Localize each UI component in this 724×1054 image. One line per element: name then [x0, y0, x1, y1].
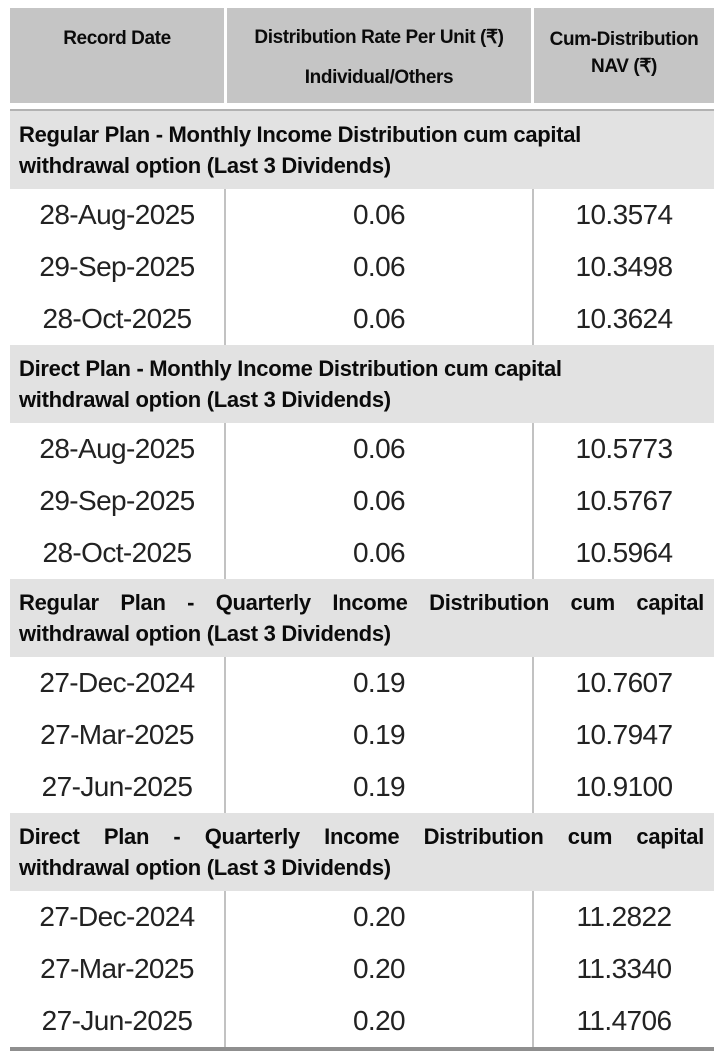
section-title-line2: withdrawal option (Last 3 Dividends): [19, 621, 391, 646]
header-cum-distribution-line1: Cum-Distribution: [549, 29, 699, 50]
table-row: 27-Mar-2025 0.20 11.3340: [10, 943, 714, 995]
cell-record-date: 28-Oct-2025: [42, 537, 192, 568]
cell-cum-distribution-nav: 11.2822: [576, 901, 673, 932]
section-regular-plan-quarterly: Regular Plan - Quarterly Income Distribu…: [10, 579, 714, 813]
cell-record-date: 28-Oct-2025: [42, 303, 192, 334]
cell-record-date: 27-Mar-2025: [40, 953, 194, 984]
table-row: 27-Mar-2025 0.19 10.7947: [10, 709, 714, 761]
section-title-line2: withdrawal option (Last 3 Dividends): [19, 855, 391, 880]
table-row: 27-Dec-2024 0.19 10.7607: [10, 657, 714, 709]
section-regular-plan-monthly: Regular Plan - Monthly Income Distributi…: [10, 109, 714, 345]
cell-record-date: 27-Dec-2024: [39, 901, 195, 932]
cell-cum-distribution-nav: 11.3340: [576, 953, 673, 984]
header-distribution-rate-line2: Individual/Others: [304, 67, 454, 88]
cell-distribution-rate: 0.06: [224, 241, 534, 293]
cell-cum-distribution-nav: 10.3574: [575, 199, 673, 230]
cell-cum-distribution-nav: 10.7607: [575, 667, 673, 698]
cell-distribution-rate: 0.06: [224, 423, 534, 475]
header-cum-distribution-nav: Cum-Distribution NAV (₹): [534, 8, 714, 103]
section-title: Direct Plan - Monthly Income Distributio…: [10, 345, 714, 423]
cell-distribution-rate: 0.19: [224, 761, 534, 813]
header-distribution-rate-line1: Distribution Rate Per Unit (₹): [254, 27, 504, 48]
table-row: 28-Aug-2025 0.06 10.3574: [10, 189, 714, 241]
cell-cum-distribution-nav: 10.5767: [575, 485, 673, 516]
cell-distribution-rate: 0.06: [224, 527, 534, 579]
section-title-line1: Regular Plan - Monthly Income Distributi…: [19, 122, 581, 147]
table-row: 29-Sep-2025 0.06 10.3498: [10, 241, 714, 293]
header-record-date: Record Date: [10, 8, 224, 103]
cell-distribution-rate: 0.06: [224, 293, 534, 345]
table-row: 27-Dec-2024 0.20 11.2822: [10, 891, 714, 943]
header-record-date-label: Record Date: [63, 28, 171, 49]
section-title: Direct Plan - Quarterly Income Distribut…: [10, 813, 714, 891]
section-title-line1: Direct Plan - Quarterly Income Distribut…: [19, 824, 704, 849]
header-distribution-rate: Distribution Rate Per Unit (₹) Individua…: [227, 8, 531, 103]
section-title-line2: withdrawal option (Last 3 Dividends): [19, 153, 391, 178]
cell-record-date: 29-Sep-2025: [39, 485, 195, 516]
cell-distribution-rate: 0.20: [224, 943, 534, 995]
cell-record-date: 28-Aug-2025: [39, 433, 195, 464]
section-rows: 27-Dec-2024 0.20 11.2822 27-Mar-2025 0.2…: [10, 891, 714, 1047]
section-title: Regular Plan - Quarterly Income Distribu…: [10, 579, 714, 657]
section-title-line2: withdrawal option (Last 3 Dividends): [19, 387, 391, 412]
header-cum-distribution-line2: NAV (₹): [591, 56, 657, 77]
cell-cum-distribution-nav: 10.3624: [575, 303, 673, 334]
section-rows: 28-Aug-2025 0.06 10.3574 29-Sep-2025 0.0…: [10, 189, 714, 345]
cell-record-date: 27-Dec-2024: [39, 667, 195, 698]
cell-cum-distribution-nav: 10.5964: [575, 537, 673, 568]
cell-distribution-rate: 0.20: [224, 891, 534, 943]
section-direct-plan-quarterly: Direct Plan - Quarterly Income Distribut…: [10, 813, 714, 1047]
section-direct-plan-monthly: Direct Plan - Monthly Income Distributio…: [10, 345, 714, 579]
cell-record-date: 29-Sep-2025: [39, 251, 195, 282]
table-bottom-rule: [10, 1047, 714, 1051]
table-row: 28-Oct-2025 0.06 10.3624: [10, 293, 714, 345]
section-title-line1: Direct Plan - Monthly Income Distributio…: [19, 356, 562, 381]
table-row: 29-Sep-2025 0.06 10.5767: [10, 475, 714, 527]
cell-distribution-rate: 0.06: [224, 189, 534, 241]
cell-record-date: 27-Jun-2025: [41, 1005, 193, 1036]
table-row: 28-Aug-2025 0.06 10.5773: [10, 423, 714, 475]
section-title: Regular Plan - Monthly Income Distributi…: [10, 109, 714, 189]
cell-cum-distribution-nav: 11.4706: [576, 1005, 673, 1036]
cell-record-date: 28-Aug-2025: [39, 199, 195, 230]
cell-record-date: 27-Mar-2025: [40, 719, 194, 750]
cell-cum-distribution-nav: 10.5773: [575, 433, 673, 464]
cell-distribution-rate: 0.19: [224, 709, 534, 761]
cell-cum-distribution-nav: 10.7947: [575, 719, 673, 750]
cell-cum-distribution-nav: 10.9100: [575, 771, 673, 802]
section-rows: 27-Dec-2024 0.19 10.7607 27-Mar-2025 0.1…: [10, 657, 714, 813]
section-rows: 28-Aug-2025 0.06 10.5773 29-Sep-2025 0.0…: [10, 423, 714, 579]
section-title-line1: Regular Plan - Quarterly Income Distribu…: [19, 590, 704, 615]
cell-record-date: 27-Jun-2025: [41, 771, 193, 802]
table-row: 27-Jun-2025 0.19 10.9100: [10, 761, 714, 813]
table-header-row: Record Date Distribution Rate Per Unit (…: [10, 8, 714, 103]
cell-distribution-rate: 0.06: [224, 475, 534, 527]
cell-distribution-rate: 0.20: [224, 995, 534, 1047]
cell-distribution-rate: 0.19: [224, 657, 534, 709]
table-row: 27-Jun-2025 0.20 11.4706: [10, 995, 714, 1047]
table-row: 28-Oct-2025 0.06 10.5964: [10, 527, 714, 579]
cell-cum-distribution-nav: 10.3498: [575, 251, 673, 282]
